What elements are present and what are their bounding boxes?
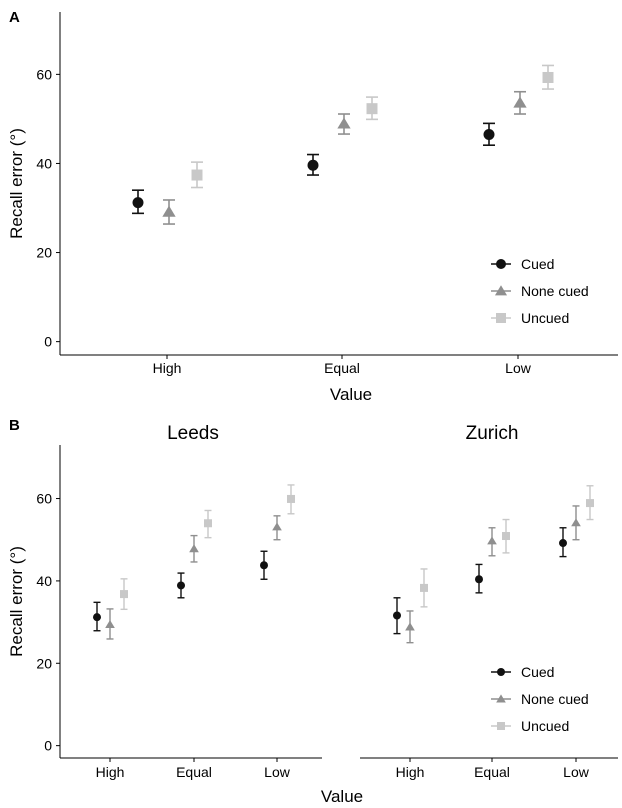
series-0 [393,527,567,635]
data-point [559,539,567,548]
data-point [177,581,185,590]
x-tick-label: High [96,764,125,780]
y-tick-label: 40 [36,573,52,589]
data-point [287,494,295,503]
data-point [189,544,199,553]
data-point [393,611,401,620]
x-tick-label: Equal [324,360,360,376]
data-point [475,575,483,584]
x-tick-label: High [153,360,182,376]
series-2 [120,484,295,611]
y-tick-label: 20 [36,245,52,261]
facet-title: Zurich [466,423,519,444]
legend-label: Cued [521,664,554,680]
series-0 [132,122,495,215]
series-0 [93,550,268,632]
data-point [204,519,212,528]
data-point [542,71,554,83]
data-point [260,561,268,570]
y-tick-label: 60 [36,66,52,82]
x-tick-label: Low [264,764,291,780]
x-tick-label: Equal [474,764,510,780]
data-point [191,169,203,181]
y-tick-label: 60 [36,491,52,507]
data-point [405,622,415,631]
data-point [272,522,282,531]
data-point [93,613,101,622]
y-tick-label: 20 [36,655,52,671]
panel-label-a: A [9,9,20,26]
y-axis-title: Recall error (°) [7,128,26,239]
x-axis-title: Value [321,787,363,806]
legend-marker [496,694,506,703]
data-point [162,205,176,217]
legend-label: Cued [521,256,554,272]
legend-marker [494,285,508,296]
data-point [502,532,510,541]
legend-marker [497,668,505,676]
y-tick-label: 0 [44,334,52,350]
data-point [487,536,497,545]
legend-label: None cued [521,283,589,299]
legend-marker [496,259,506,269]
panel-a: A 0 20 40 60 High Equal Low Value Recall error (°… [7,9,618,404]
series-2 [420,485,594,608]
series-1 [105,515,282,640]
x-tick-label: High [396,764,425,780]
data-point [366,103,378,115]
legend: Cued None cued Uncued [491,664,589,734]
data-point [120,590,128,599]
series-1 [405,505,581,644]
data-point [337,117,351,129]
y-axis-title: Recall error (°) [7,546,26,657]
panel-b: B Leeds 0 20 40 60 High Equal Low Zurich High Equal… [7,417,618,806]
x-axis-title: Value [330,385,372,404]
data-point [105,619,115,629]
series-2 [191,64,554,189]
panel-label-b: B [9,417,20,434]
x-tick-label: Equal [176,764,212,780]
legend: Cued None cued Uncued [491,256,589,326]
facet-1: Zurich High Equal Low [360,423,618,780]
data-point [483,129,495,140]
legend-marker [496,313,506,323]
y-tick-label: 40 [36,155,52,171]
legend-marker [497,722,505,730]
y-tick-label: 0 [44,738,52,754]
legend-label: None cued [521,691,589,707]
facet-0: Leeds 0 20 40 60 High Equal Low [36,423,322,780]
x-tick-label: Low [505,360,532,376]
data-point [420,583,428,592]
legend-label: Uncued [521,310,569,326]
data-point [571,518,581,527]
data-point [132,197,144,209]
facet-title: Leeds [167,423,219,444]
series-1 [162,90,527,225]
data-point [513,96,527,108]
x-tick-label: Low [563,764,590,780]
data-point [307,159,319,171]
legend-label: Uncued [521,718,569,734]
data-point [586,499,594,508]
